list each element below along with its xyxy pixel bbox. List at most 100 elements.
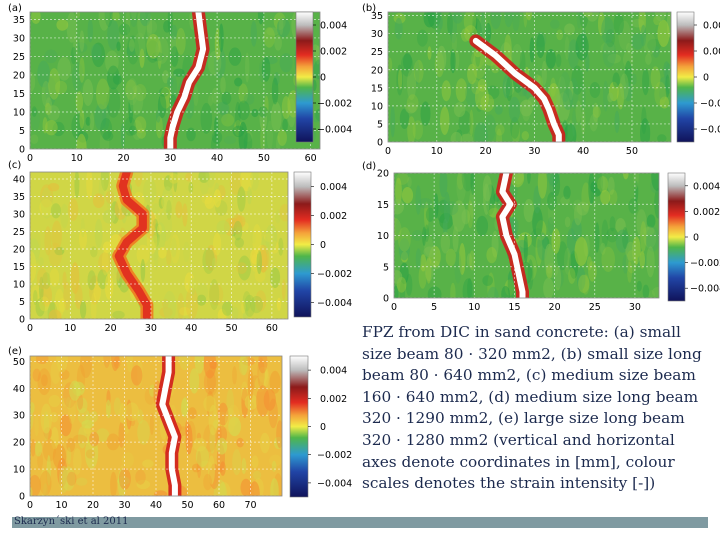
plot-frame [29, 171, 289, 320]
strain-texture [48, 242, 63, 267]
strain-texture [415, 59, 420, 85]
strain-texture [257, 12, 264, 25]
strain-texture [597, 176, 609, 193]
strain-texture [126, 356, 133, 373]
strain-texture [79, 30, 85, 52]
strain-texture [113, 356, 121, 369]
strain-texture [624, 60, 632, 87]
y-tick-label: 0 [19, 492, 25, 503]
strain-texture [153, 223, 160, 248]
strain-texture [30, 486, 33, 496]
y-tick-label: 0 [19, 315, 25, 326]
strain-texture [68, 198, 79, 222]
strain-texture [450, 282, 456, 298]
strain-texture [47, 105, 60, 121]
strain-texture [163, 291, 177, 319]
colorbar-tick-label: 0 [703, 73, 709, 84]
strain-texture [117, 468, 127, 496]
x-tick-label: 60 [305, 153, 317, 164]
strain-texture [619, 73, 629, 100]
strain-texture [406, 69, 417, 101]
strain-texture [240, 172, 254, 192]
strain-texture [400, 54, 414, 77]
strain-texture [235, 101, 241, 129]
strain-texture [554, 266, 562, 291]
colorbar-tick-label: 0.002 [320, 211, 347, 222]
strain-texture [543, 277, 554, 298]
strain-texture [469, 109, 474, 137]
strain-texture [217, 402, 229, 426]
colorbar-tick-label: 0 [320, 422, 326, 433]
y-tick-label: 20 [13, 245, 25, 256]
strain-texture [445, 201, 459, 216]
strain-texture [45, 97, 53, 116]
strain-texture [30, 238, 40, 265]
strain-texture [219, 461, 226, 476]
strain-texture [112, 73, 122, 85]
strain-texture [152, 218, 159, 244]
strain-texture [79, 300, 87, 319]
strain-texture [156, 115, 163, 139]
strain-texture [155, 222, 166, 250]
strain-texture [129, 38, 135, 52]
strain-texture [79, 228, 87, 250]
strain-texture [118, 468, 131, 490]
strain-texture [100, 172, 109, 191]
strain-texture [544, 243, 554, 274]
colorbar-tick-label: 0.002 [320, 394, 347, 405]
strain-texture [30, 230, 41, 260]
strain-texture [426, 256, 432, 284]
strain-texture [451, 31, 457, 54]
crack-band [472, 37, 562, 142]
strain-texture [657, 134, 667, 142]
strain-texture [258, 366, 268, 383]
strain-texture [182, 203, 188, 227]
strain-texture [137, 359, 143, 387]
strain-texture [592, 102, 599, 123]
strain-texture [278, 237, 284, 256]
y-tick-label: 30 [371, 29, 383, 40]
strain-texture [156, 109, 161, 123]
strain-texture [388, 57, 393, 72]
strain-texture [575, 100, 582, 123]
colorbar-tick-label: −0.004 [700, 125, 720, 136]
strain-texture [571, 65, 584, 95]
strain-texture [86, 172, 93, 200]
x-tick-label: 10 [431, 146, 443, 157]
strain-texture [103, 356, 111, 369]
strain-texture [69, 380, 81, 401]
strain-texture [266, 27, 280, 36]
strain-texture [205, 172, 216, 188]
strain-texture [85, 449, 95, 459]
strain-texture [556, 29, 564, 41]
strain-texture [52, 121, 65, 137]
strain-texture [407, 116, 416, 142]
strain-texture [250, 172, 259, 191]
strain-texture [44, 226, 52, 256]
strain-texture [626, 250, 638, 274]
strain-texture [423, 246, 437, 258]
strain-texture [287, 98, 296, 128]
strain-texture [250, 20, 257, 47]
strain-texture [163, 20, 171, 33]
y-tick-label: 20 [13, 438, 25, 449]
strain-texture [491, 230, 499, 258]
strain-texture [39, 470, 52, 496]
strain-texture [218, 23, 224, 53]
strain-texture [576, 12, 582, 29]
strain-texture [659, 96, 670, 109]
strain-texture [199, 460, 213, 471]
strain-texture [93, 281, 101, 302]
y-tick-label: 10 [371, 101, 383, 112]
strain-texture [96, 428, 110, 442]
strain-texture [415, 248, 422, 270]
plot-frame [29, 355, 283, 497]
strain-texture [642, 68, 650, 96]
strain-texture [646, 226, 659, 252]
colorbar-tick-label: 0.002 [703, 47, 720, 58]
strain-texture [159, 306, 173, 318]
strain-texture [485, 85, 500, 100]
strain-texture [607, 176, 615, 195]
strain-texture [394, 17, 403, 40]
strain-texture [66, 447, 72, 465]
